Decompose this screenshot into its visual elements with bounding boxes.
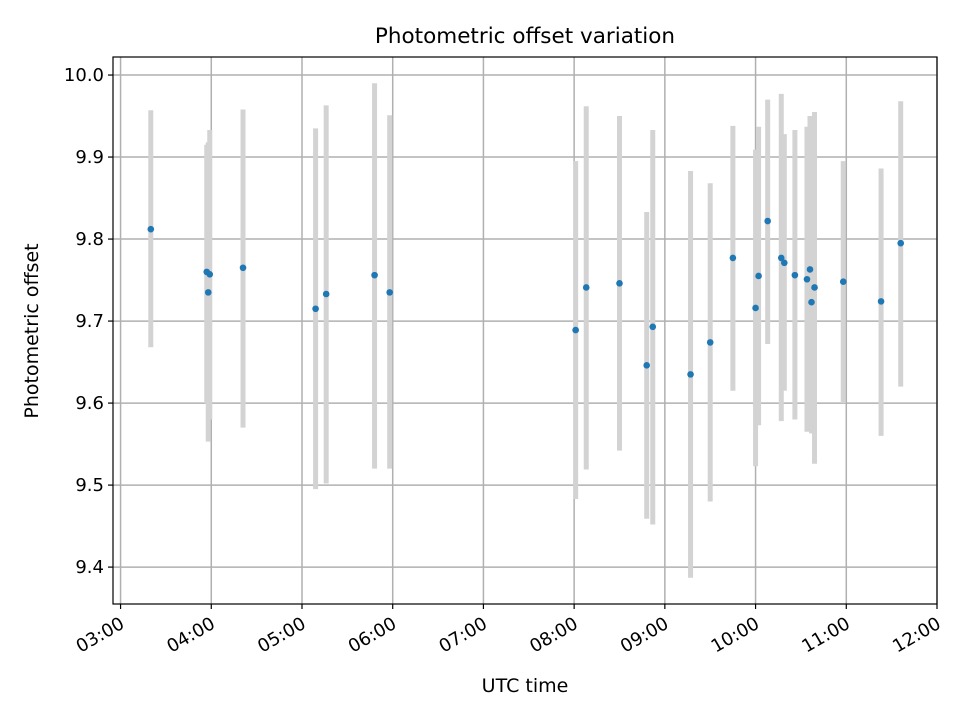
data-point: [643, 362, 651, 369]
data-point: [706, 339, 714, 346]
data-point: [806, 266, 814, 273]
data-point: [877, 298, 885, 305]
data-point: [322, 290, 330, 298]
chart-title: Photometric offset variation: [375, 24, 675, 49]
plot-frame: [112, 56, 938, 605]
data-point: [239, 264, 247, 272]
y-tick-label: 10.0: [64, 65, 104, 86]
y-tick-label: 9.6: [75, 393, 104, 414]
y-tick-label: 9.8: [75, 229, 104, 250]
y-tick-label: 9.9: [75, 147, 104, 168]
data-point: [371, 271, 378, 279]
data-point: [764, 217, 771, 225]
data-point: [582, 284, 590, 291]
data-point: [780, 259, 788, 267]
data-point: [312, 305, 319, 313]
y-tick-label: 9.7: [75, 311, 104, 332]
data-point: [649, 323, 657, 331]
x-axis-label: UTC time: [482, 675, 569, 697]
data-point: [147, 225, 155, 233]
data-point: [206, 271, 214, 278]
data-point: [616, 280, 623, 287]
point-layer: [147, 217, 905, 378]
data-point: [572, 326, 579, 334]
data-point: [687, 371, 694, 378]
data-point: [729, 254, 737, 262]
y-tick-label: 9.5: [75, 475, 104, 496]
data-point: [897, 239, 905, 247]
data-point: [777, 254, 785, 262]
data-point: [808, 298, 815, 306]
data-point: [791, 271, 799, 279]
data-point: [755, 272, 762, 280]
data-point: [803, 275, 811, 283]
data-point: [811, 284, 818, 291]
data-point: [204, 289, 212, 296]
data-point: [752, 304, 759, 312]
data-point: [386, 289, 393, 296]
y-tick-label: 9.4: [75, 557, 104, 578]
data-point: [839, 278, 847, 286]
y-axis-label: Photometric offset: [21, 243, 43, 418]
